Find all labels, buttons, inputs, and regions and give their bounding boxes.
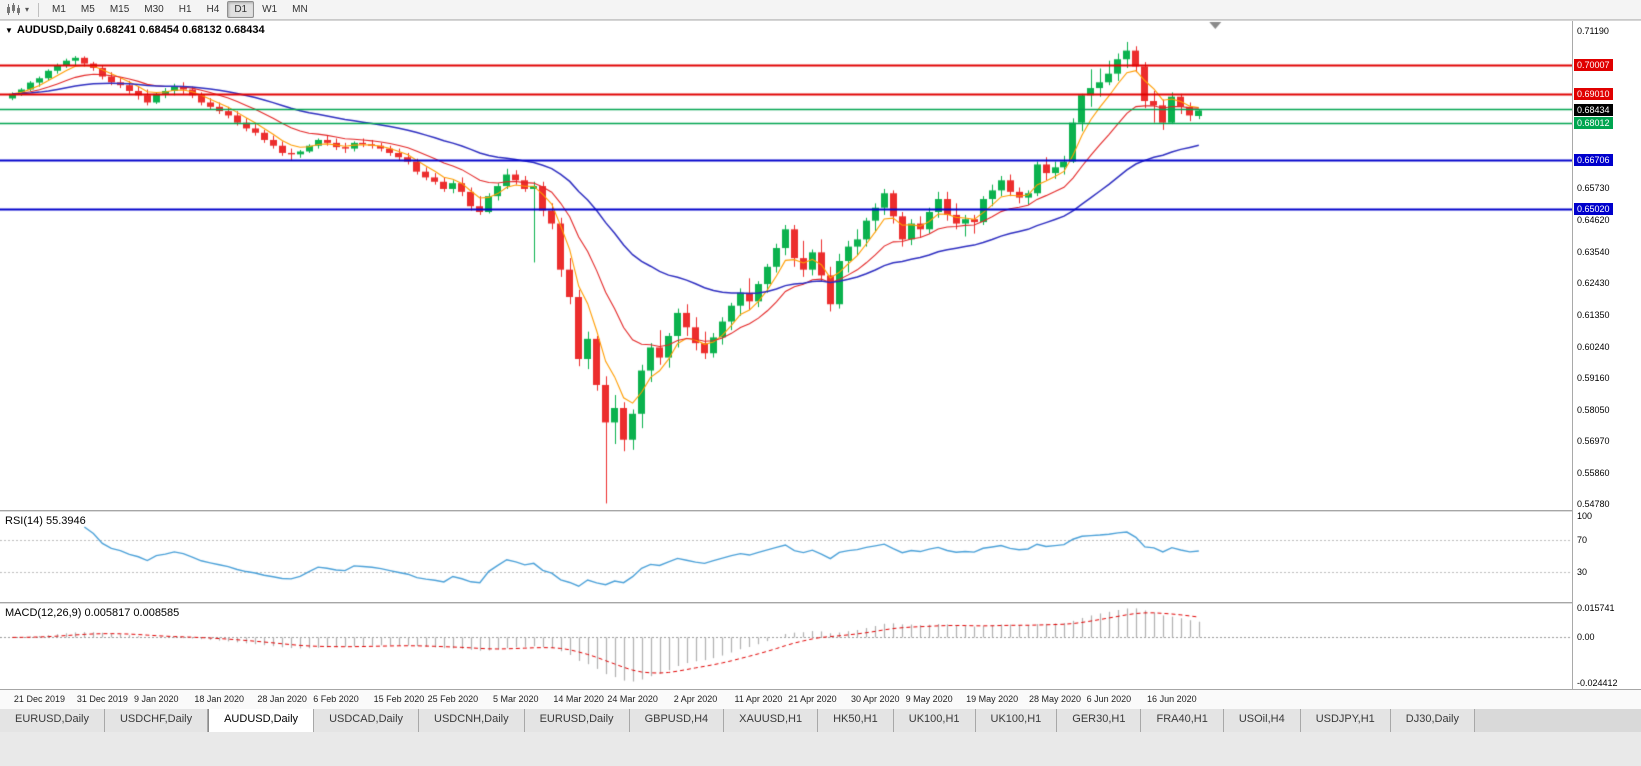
macd-panel: MACD(12,26,9) 0.005817 0.008585 — [0, 604, 1572, 689]
rsi-canvas[interactable] — [0, 512, 1572, 602]
rsi-axis-label: 100 — [1577, 511, 1593, 521]
chart-tab-9[interactable]: UK100,H1 — [893, 709, 976, 732]
date-axis-label: 5 Mar 2020 — [493, 694, 539, 704]
date-axis-label: 31 Dec 2019 — [76, 694, 128, 704]
chart-tab-12[interactable]: FRA40,H1 — [1141, 709, 1224, 732]
chart-tab-13[interactable]: USOil,H4 — [1223, 709, 1301, 732]
price-axis-label: 0.64620 — [1577, 215, 1610, 226]
date-axis-label: 6 Jun 2020 — [1086, 694, 1132, 704]
price-line-badge: 0.68012 — [1574, 116, 1613, 129]
price-axis-label: 0.58050 — [1577, 404, 1610, 415]
date-axis-label: 30 Apr 2020 — [850, 694, 900, 704]
macd-axis-label: 0.00 — [1577, 632, 1595, 643]
price-axis-label: 0.59160 — [1577, 372, 1610, 383]
chart-tabs: EURUSD,Daily USDCHF,Daily AUDUSD,Daily USDC… — [0, 708, 1641, 732]
date-axis-label: 21 Apr 2020 — [788, 694, 837, 704]
chart-type-dropdown-icon[interactable]: ▾ — [24, 5, 29, 14]
chart-tab-10[interactable]: UK100,H1 — [975, 709, 1058, 732]
bid-price-badge: 0.68434 — [1574, 104, 1613, 117]
macd-axis-label: 0.015741 — [1577, 603, 1615, 613]
date-axis-label: 6 Feb 2020 — [313, 694, 359, 704]
rsi-axis-label: 30 — [1577, 567, 1588, 577]
chart-tab-7[interactable]: XAUUSD,H1 — [724, 709, 819, 732]
timeframe-button-h1[interactable]: H1 — [178, 4, 192, 15]
price-axis-label: 0.65730 — [1577, 183, 1610, 194]
date-axis-label: 15 Feb 2020 — [373, 694, 425, 704]
main-chart-panel: ▼ AUDUSD,Daily 0.68241 0.68454 0.68132 0.… — [0, 21, 1572, 510]
price-axis-label: 0.61350 — [1577, 309, 1610, 320]
price-axis-label: 0.54780 — [1577, 499, 1610, 509]
date-axis-label: 9 May 2020 — [905, 694, 953, 704]
price-line-badge: 0.66706 — [1574, 154, 1613, 167]
date-axis-label: 16 Jun 2020 — [1147, 694, 1197, 704]
timeframe-button-m1[interactable]: M1 — [52, 4, 66, 15]
price-axis[interactable]: 0.71190 0.65730 0.64620 0.63540 0.62430 0.613… — [1572, 21, 1641, 689]
date-axis[interactable]: 21 Dec 2019 31 Dec 2019 9 Jan 2020 18 Jan 2… — [0, 689, 1641, 709]
price-axis-label: 0.63540 — [1577, 246, 1610, 257]
price-axis-label: 0.71190 — [1577, 26, 1609, 36]
chart-toolbar: ▾ M1 M5 M15 M30 H1 H4 D1 W1 MN — [0, 0, 1641, 20]
price-axis-label: 0.56970 — [1577, 435, 1610, 446]
chart-stack: ▼ AUDUSD,Daily 0.68241 0.68454 0.68132 0.… — [0, 20, 1641, 709]
macd-label: MACD(12,26,9) 0.005817 0.008585 — [5, 607, 180, 619]
timeframe-button-mn[interactable]: MN — [292, 4, 308, 15]
date-axis-label: 21 Dec 2019 — [13, 694, 65, 704]
timeframe-button-w1[interactable]: W1 — [262, 4, 278, 15]
price-axis-label: 0.62430 — [1577, 278, 1610, 289]
timeframe-button-d1[interactable]: D1 — [227, 1, 255, 18]
chart-tab-3[interactable]: USDCAD,Daily — [314, 709, 420, 732]
chart-tab-11[interactable]: GER30,H1 — [1057, 709, 1142, 732]
price-line-badge: 0.70007 — [1574, 59, 1613, 72]
macd-canvas[interactable] — [0, 604, 1572, 689]
chart-tab-14[interactable]: USDJPY,H1 — [1300, 709, 1391, 732]
timeframe-button-m5[interactable]: M5 — [80, 4, 95, 15]
price-line-badge: 0.65020 — [1574, 202, 1613, 215]
panel-splitter-macd[interactable] — [0, 602, 1641, 604]
macd-axis-label: -0.024412 — [1577, 678, 1618, 688]
chart-tab-15[interactable]: DJ30,Daily — [1390, 709, 1475, 732]
chart-tab-6[interactable]: GBPUSD,H4 — [629, 709, 725, 732]
date-axis-label: 18 Jan 2020 — [194, 694, 244, 704]
chart-tab-4[interactable]: USDCNH,Daily — [419, 709, 525, 732]
date-axis-label: 14 Mar 2020 — [553, 694, 604, 704]
price-line-badge: 0.69010 — [1574, 87, 1613, 100]
chart-title: ▼ AUDUSD,Daily 0.68241 0.68454 0.68132 0.… — [5, 24, 265, 36]
date-axis-label: 28 May 2020 — [1028, 694, 1082, 704]
date-axis-label: 9 Jan 2020 — [134, 694, 179, 704]
date-axis-label: 2 Apr 2020 — [673, 694, 718, 704]
chart-title-text: AUDUSD,Daily 0.68241 0.68454 0.68132 0.6… — [16, 24, 265, 36]
price-axis-label: 0.60240 — [1577, 341, 1610, 352]
date-axis-label: 19 May 2020 — [966, 694, 1019, 704]
symbol-dropdown-icon[interactable]: ▼ — [5, 26, 13, 35]
main-chart-canvas[interactable] — [0, 21, 1572, 510]
date-axis-label: 25 Feb 2020 — [427, 694, 479, 704]
date-axis-label: 24 Mar 2020 — [607, 694, 658, 704]
chart-tab-0[interactable]: EURUSD,Daily — [0, 709, 105, 732]
timeframe-button-m15[interactable]: M15 — [109, 4, 130, 15]
panel-splitter-rsi[interactable] — [0, 510, 1641, 512]
chart-tab-2[interactable]: AUDUSD,Daily — [208, 709, 315, 732]
date-axis-label: 28 Jan 2020 — [257, 694, 307, 704]
toolbar-separator — [38, 2, 39, 17]
rsi-label: RSI(14) 55.3946 — [5, 515, 86, 527]
timeframe-button-h4[interactable]: H4 — [206, 4, 220, 15]
chart-tab-5[interactable]: EURUSD,Daily — [524, 709, 630, 732]
price-axis-label: 0.55860 — [1577, 467, 1610, 478]
date-axis-label: 11 Apr 2020 — [734, 694, 783, 704]
chart-tab-8[interactable]: HK50,H1 — [818, 709, 894, 732]
candlestick-chart-icon[interactable] — [4, 2, 22, 18]
timeframe-buttons: M1 M5 M15 M30 H1 H4 D1 W1 MN — [45, 1, 315, 18]
timeframe-button-m30[interactable]: M30 — [144, 4, 164, 15]
chart-tab-1[interactable]: USDCHF,Daily — [104, 709, 209, 732]
rsi-axis-label: 70 — [1577, 535, 1588, 545]
rsi-panel: RSI(14) 55.3946 — [0, 512, 1572, 602]
